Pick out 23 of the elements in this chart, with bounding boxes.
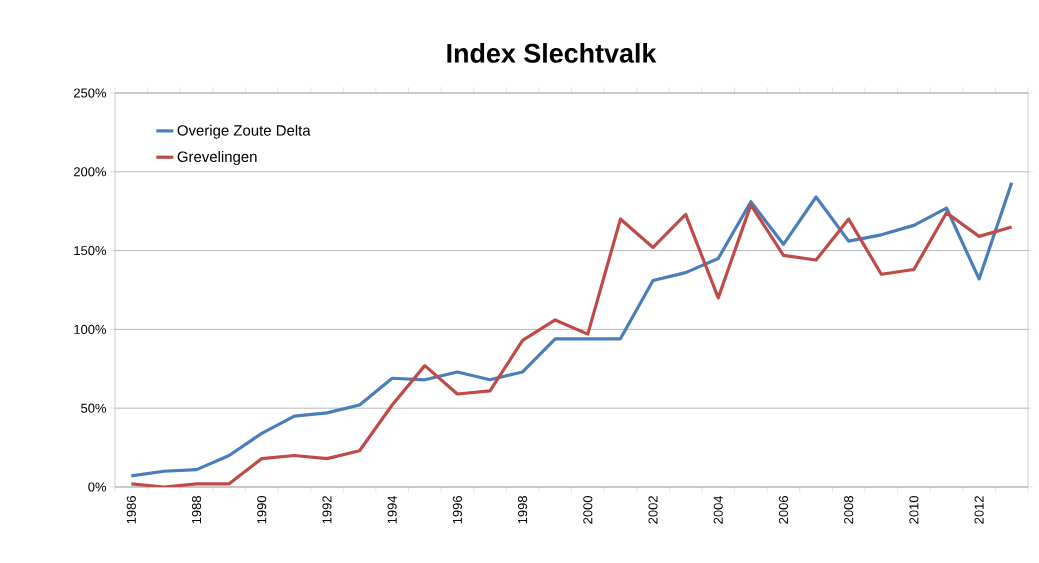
x-tick-label: 2000 (583, 496, 593, 524)
x-tick-label: 1998 (518, 496, 528, 524)
legend-label: Grevelingen (177, 151, 257, 165)
chart-title: Index Slechtvalk (447, 43, 657, 63)
x-tick-label: 1992 (322, 496, 332, 524)
x-tick-label: 1986 (126, 496, 136, 524)
legend-label: Overige Zoute Delta (177, 124, 311, 139)
y-tick-label: 50% (81, 403, 107, 413)
y-tick-label: 250% (74, 88, 107, 98)
x-tick-label: 2010 (909, 496, 919, 524)
y-tick-label: 100% (74, 324, 107, 334)
y-tick-label: 150% (74, 246, 107, 256)
x-tick-label: 1994 (387, 495, 397, 524)
x-tick-label: 1988 (191, 496, 202, 524)
x-tick-label: 2006 (778, 496, 789, 524)
y-tick-label: 200% (74, 167, 107, 177)
y-tick-label: 0% (88, 482, 107, 492)
x-tick-label: 1996 (452, 496, 462, 524)
x-tick-label: 2004 (713, 495, 723, 524)
x-tick-label: 2002 (648, 496, 658, 524)
x-tick-label: 2008 (844, 496, 854, 524)
x-tick-label: 2012 (974, 496, 984, 524)
x-tick-label: 1990 (257, 496, 267, 524)
